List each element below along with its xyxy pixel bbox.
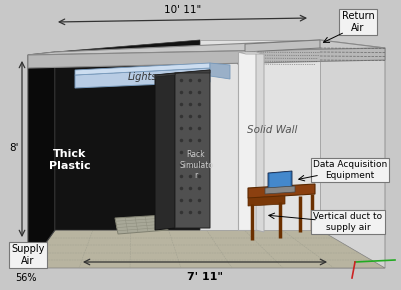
Polygon shape — [245, 40, 320, 52]
Text: Rack
Simulato
r: Rack Simulato r — [179, 150, 213, 180]
Text: 10' 11": 10' 11" — [164, 5, 202, 15]
Polygon shape — [155, 73, 175, 230]
Polygon shape — [210, 63, 230, 79]
Polygon shape — [28, 52, 55, 268]
Text: Solid Wall: Solid Wall — [247, 125, 297, 135]
Polygon shape — [155, 70, 210, 77]
Polygon shape — [200, 40, 320, 230]
Polygon shape — [265, 186, 295, 194]
Polygon shape — [28, 40, 385, 55]
Polygon shape — [75, 68, 210, 88]
Text: Lights: Lights — [127, 72, 157, 82]
Polygon shape — [270, 172, 290, 188]
Polygon shape — [256, 52, 264, 232]
Text: 7' 11": 7' 11" — [187, 272, 223, 282]
Polygon shape — [320, 40, 385, 268]
Polygon shape — [55, 40, 200, 230]
Polygon shape — [28, 230, 385, 268]
Polygon shape — [248, 184, 315, 198]
Polygon shape — [238, 52, 264, 54]
Polygon shape — [175, 70, 210, 228]
Polygon shape — [28, 48, 385, 68]
Text: Data Acquisition
Equipment: Data Acquisition Equipment — [313, 160, 387, 180]
Text: Vertical duct to
supply air: Vertical duct to supply air — [314, 212, 383, 232]
Polygon shape — [115, 215, 168, 234]
Text: 8': 8' — [9, 143, 19, 153]
Polygon shape — [238, 52, 256, 230]
Polygon shape — [75, 63, 210, 75]
Text: Return
Air: Return Air — [342, 11, 375, 33]
Polygon shape — [268, 171, 292, 190]
Text: 56%: 56% — [15, 273, 36, 283]
Text: Supply
Air: Supply Air — [11, 244, 45, 266]
Polygon shape — [248, 196, 285, 206]
Text: Thick
Plastic: Thick Plastic — [49, 149, 91, 171]
